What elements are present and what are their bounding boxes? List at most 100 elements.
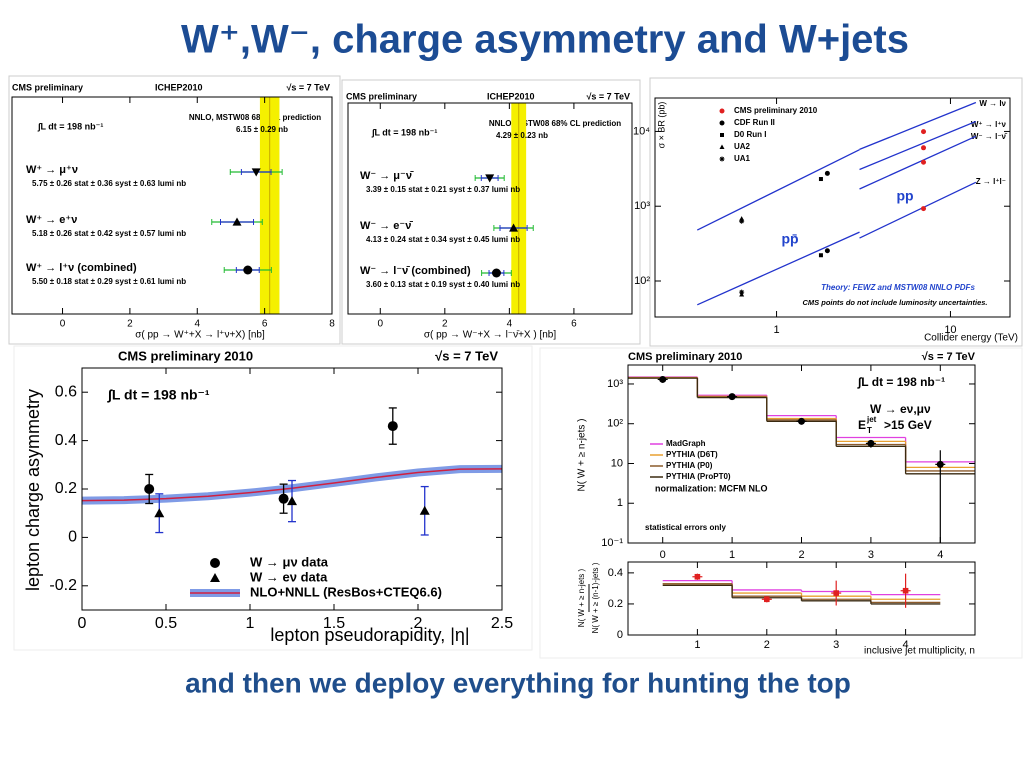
y-tick-label: 10² [634,275,650,287]
category-label: W⁻ → e⁻ν̄ [360,220,413,232]
category-label: W⁻ → μ⁻ν̄ [360,170,414,182]
x-axis-label: lepton pseudorapidity, |η| [270,625,469,645]
legend-label: NLO+NNLL (ResBos+CTEQ6.6) [250,584,442,599]
legend-label: UA1 [734,154,751,163]
x-tick-label: 3 [868,549,874,561]
legend-label: W → μν data [250,554,329,569]
y-tick-label: 10³ [607,378,623,390]
slide-title: W⁺,W⁻, charge asymmetry and W+jets [181,18,909,62]
x-tick-label: 0 [60,319,66,330]
category-note: 3.60 ± 0.13 stat ± 0.19 syst ± 0.40 lumi… [366,280,520,289]
x-axis-label: inclusive jet multiplicity, n [864,646,975,657]
data-point [491,268,501,278]
theory-curve [696,231,860,306]
x-tick-label: 4 [194,319,200,330]
data-point [728,393,736,401]
data-point [818,177,823,182]
theory-curve [696,149,860,231]
x-tick-label: 2 [764,639,770,651]
y-axis-label: lepton charge asymmetry [23,389,43,591]
category-label: W⁺ → μ⁺ν [26,164,78,176]
y-tick-label: 10⁴ [633,125,650,137]
legend-label: CDF Run II [734,118,775,127]
legend-label: PYTHIA (ProPT0) [666,472,731,481]
data-point [278,493,289,504]
legend-label: MadGraph [666,439,706,448]
data-point [154,508,165,518]
x-tick-label: 2.5 [491,615,513,632]
annotation: W⁻ → l⁻ν̄ [971,132,1008,141]
y-tick-label: 0.2 [55,480,77,497]
x-tick-label: 8 [329,319,335,330]
legend-marker [719,144,725,149]
annotation: NNLO, MSTW08 68% CL prediction [489,119,621,128]
y-tick-label: 1 [617,497,623,509]
plot-frame [627,561,976,636]
plot-frame [654,97,1011,318]
category-note: 3.39 ± 0.15 stat ± 0.21 syst ± 0.37 lumi… [366,185,520,194]
theory-curve [859,120,977,171]
y-tick-label: 0.6 [55,383,77,400]
legend-label: PYTHIA (D6T) [666,450,718,459]
data-point [921,145,927,151]
y-tick-label: 0.4 [608,567,623,579]
data-point [243,265,253,275]
data-point [387,421,398,432]
theory-curve [859,135,977,190]
y-axis-label: N( W + ≥ n-jets ) [577,419,588,492]
annotation: Z → l⁺l⁻ [976,177,1006,186]
annotation: jet [866,415,877,424]
data-point [739,289,745,295]
x-tick-label: 6 [262,319,268,330]
annotation: W → lν [979,99,1006,108]
y-axis-label: N( W + ≥ n-jets ) [577,568,586,627]
annotation: T [867,426,872,435]
data-point [251,168,261,177]
plot-frame [11,96,333,315]
annotation: pp [896,188,913,204]
x-tick-label: 2 [442,319,448,330]
y-tick-label: 0.4 [55,432,77,449]
data-point [764,596,770,603]
chart-header: CMS preliminary [12,82,83,92]
data-point [144,484,155,494]
x-tick-label: 4 [937,549,943,561]
annotation: W → eν,μν [870,402,931,416]
chart-header: √s = 7 TeV [922,351,976,363]
legend-marker [719,108,725,114]
x-tick-label: 2 [798,549,804,561]
legend-label: UA2 [734,142,751,151]
chart-header: ICHEP2010 [487,91,535,101]
category-note: 5.18 ± 0.26 stat ± 0.42 syst ± 0.57 lumi… [32,229,186,238]
data-point [824,170,830,176]
legend-label: W → eν data [250,569,328,584]
legend-label: PYTHIA (P0) [666,461,713,470]
legend-marker [210,558,220,568]
slide-footer: and then we deploy everything for huntin… [185,667,851,698]
annotation: CMS points do not include luminosity unc… [802,298,987,307]
legend-label: D0 Run I [734,130,766,139]
data-point [921,206,927,212]
legend-marker [210,573,220,582]
annotation: statistical errors only [645,523,726,532]
x-tick-label: 1 [246,615,255,632]
category-note: 5.75 ± 0.26 stat ± 0.36 syst ± 0.63 lumi… [32,179,186,188]
annotation: NNLO, MSTW08 68% CL prediction [189,113,321,122]
plot-area [348,103,632,314]
data-point [694,573,701,580]
y-tick-label: 0.2 [608,598,623,610]
annotation: normalization: MCFM NLO [655,483,768,493]
data-point [824,248,830,254]
legend-marker [720,133,724,137]
category-label: W⁺ → e⁺ν [26,214,77,226]
data-point [921,159,927,165]
x-tick-label: 1 [729,549,735,561]
legend-marker [719,156,725,162]
legend-label: CMS preliminary 2010 [734,106,818,115]
data-point [232,217,242,226]
legend-marker [719,120,725,126]
x-tick-label: 0 [377,319,383,330]
x-axis-label: Collider energy (TeV) [924,333,1018,344]
chart-header: CMS preliminary 2010 [118,348,253,363]
